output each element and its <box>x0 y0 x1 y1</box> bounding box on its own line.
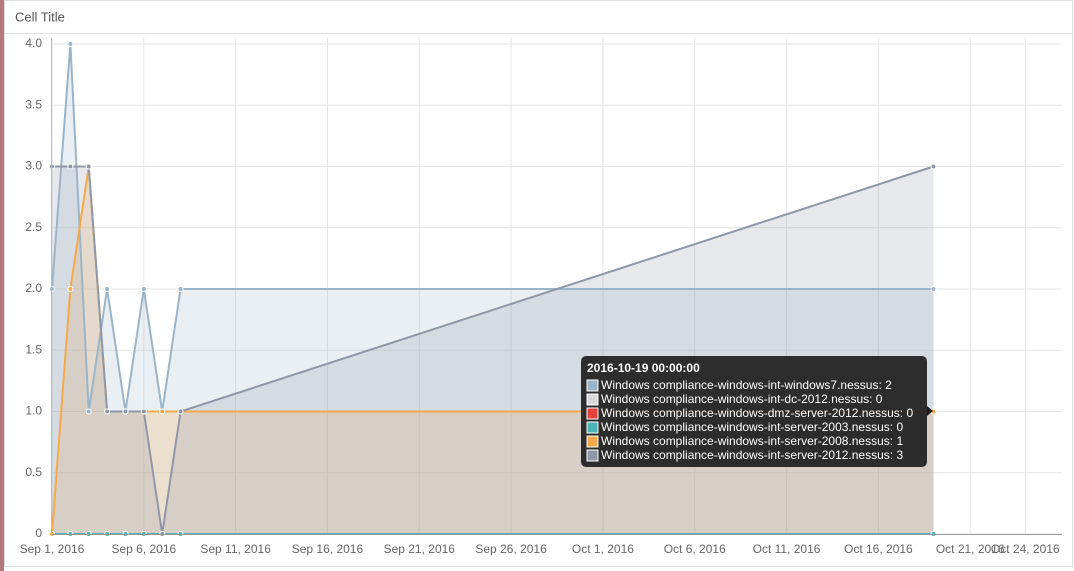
y-tick-label: 0.5 <box>25 465 42 479</box>
data-point <box>140 408 147 415</box>
x-tick-label: Oct 16, 2016 <box>844 542 913 556</box>
x-tick-label: Sep 6, 2016 <box>111 542 176 556</box>
tooltip-swatch <box>586 421 599 434</box>
data-point <box>67 286 74 292</box>
y-tick-label: 3.0 <box>25 159 42 173</box>
data-point <box>122 408 129 415</box>
data-point <box>140 286 147 292</box>
tooltip-swatch <box>586 435 599 448</box>
x-tick-label: Oct 21, 2016 <box>936 542 1005 556</box>
y-tick-label: 1.5 <box>25 342 42 356</box>
x-tick-label: Oct 24, 2016 <box>991 542 1060 556</box>
data-point <box>177 408 184 415</box>
y-tick-label: 0 <box>35 526 42 540</box>
side-strip <box>0 0 4 571</box>
x-tick-label: Oct 1, 2016 <box>572 542 634 556</box>
y-tick-label: 2.0 <box>25 281 42 295</box>
x-tick-label: Oct 11, 2016 <box>753 542 821 556</box>
x-tick-label: Sep 1, 2016 <box>20 542 85 556</box>
data-point <box>159 408 166 415</box>
data-point <box>67 41 74 47</box>
data-point <box>85 408 92 415</box>
data-point <box>104 408 111 415</box>
y-tick-label: 1.0 <box>25 404 42 418</box>
x-tick-label: Sep 26, 2016 <box>475 542 547 556</box>
tooltip-item: Windows compliance-windows-int-server-20… <box>601 434 903 448</box>
tooltip-arrow <box>927 406 933 416</box>
axes: 0 0.5 1.0 1.5 2.0 2.5 3.0 3.5 4.0 Sep 1, 2016 Sep … <box>20 36 1062 556</box>
tooltip-item: Windows compliance-windows-dmz-server-20… <box>601 406 913 420</box>
tooltip-swatch <box>586 393 599 406</box>
y-tick-label: 3.5 <box>25 97 42 111</box>
panel <box>4 0 1073 567</box>
x-tick-label: Sep 11, 2016 <box>200 542 271 556</box>
data-point <box>930 286 937 292</box>
data-point <box>930 163 937 170</box>
tooltip-item: Windows compliance-windows-int-windows7.… <box>601 378 892 392</box>
data-point <box>104 286 111 292</box>
tooltip-title: 2016-10-19 00:00:00 <box>587 361 700 375</box>
tooltip-item: Windows compliance-windows-int-server-20… <box>601 420 903 434</box>
tooltip-item: Windows compliance-windows-int-dc-2012.n… <box>601 392 883 406</box>
x-tick-label: Oct 6, 2016 <box>664 542 726 556</box>
data-point <box>85 163 92 170</box>
tooltip-swatch <box>586 379 599 392</box>
y-tick-label: 4.0 <box>25 36 42 50</box>
x-tick-label: Sep 21, 2016 <box>384 542 456 556</box>
data-point <box>67 163 74 170</box>
tooltip-swatch <box>586 449 599 462</box>
tooltip: 2016-10-19 00:00:00 Windows compliance-wi… <box>581 356 933 467</box>
x-tick-label: Sep 16, 2016 <box>292 542 364 556</box>
data-point <box>177 286 184 292</box>
y-tick-label: 2.5 <box>25 220 42 234</box>
chart-title: Cell Title <box>15 9 65 24</box>
tooltip-item: Windows compliance-windows-int-server-20… <box>601 448 903 462</box>
tooltip-swatch <box>586 407 599 420</box>
tooltip-box <box>581 356 927 467</box>
